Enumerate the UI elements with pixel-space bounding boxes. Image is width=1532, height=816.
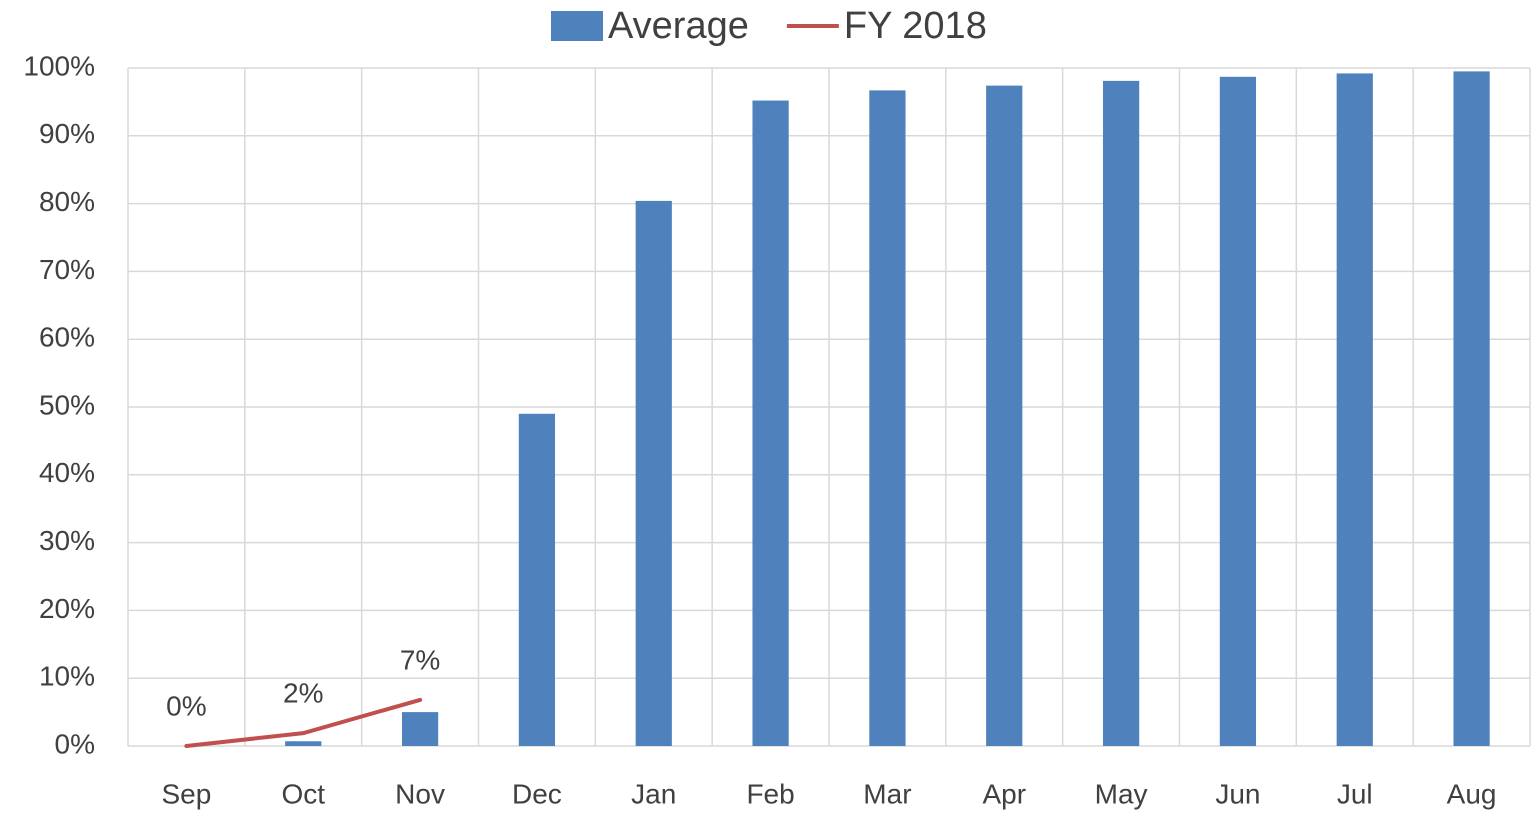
y-tick-label: 100% xyxy=(23,50,95,81)
data-label: 7% xyxy=(400,644,440,675)
y-tick-label: 10% xyxy=(39,661,95,692)
x-tick-label: Jan xyxy=(631,778,676,809)
x-tick-label: Jul xyxy=(1337,778,1373,809)
x-tick-label: Aug xyxy=(1447,778,1497,809)
bar xyxy=(869,90,906,746)
y-tick-label: 30% xyxy=(39,525,95,556)
legend-label: Average xyxy=(608,5,749,47)
legend-label: FY 2018 xyxy=(844,5,987,47)
x-tick-label: Dec xyxy=(512,778,562,809)
x-tick-label: May xyxy=(1095,778,1148,809)
bar xyxy=(635,200,672,746)
x-tick-label: Nov xyxy=(395,778,445,809)
y-tick-label: 70% xyxy=(39,254,95,285)
x-tick-label: Sep xyxy=(162,778,212,809)
bar xyxy=(285,741,322,746)
y-tick-label: 40% xyxy=(39,457,95,488)
x-tick-label: Feb xyxy=(746,778,794,809)
x-tick-label: Apr xyxy=(982,778,1026,809)
data-label: 2% xyxy=(283,678,323,709)
bar xyxy=(1219,76,1257,746)
bar xyxy=(752,100,789,746)
y-tick-label: 20% xyxy=(39,593,95,624)
legend-swatch xyxy=(551,11,603,41)
y-tick-label: 50% xyxy=(39,389,95,420)
bar xyxy=(1102,80,1140,746)
bar xyxy=(401,712,439,746)
bar xyxy=(1336,73,1373,746)
y-tick-label: 0% xyxy=(55,728,95,759)
bar xyxy=(518,413,556,746)
y-tick-label: 90% xyxy=(39,118,95,149)
line xyxy=(184,697,423,748)
bar xyxy=(1453,71,1490,746)
x-tick-label: Oct xyxy=(281,778,325,809)
x-tick-label: Mar xyxy=(863,778,911,809)
y-tick-label: 80% xyxy=(39,186,95,217)
data-label: 0% xyxy=(166,690,206,721)
x-tick-label: Jun xyxy=(1215,778,1260,809)
bar xyxy=(986,85,1023,747)
y-tick-label: 60% xyxy=(39,322,95,353)
